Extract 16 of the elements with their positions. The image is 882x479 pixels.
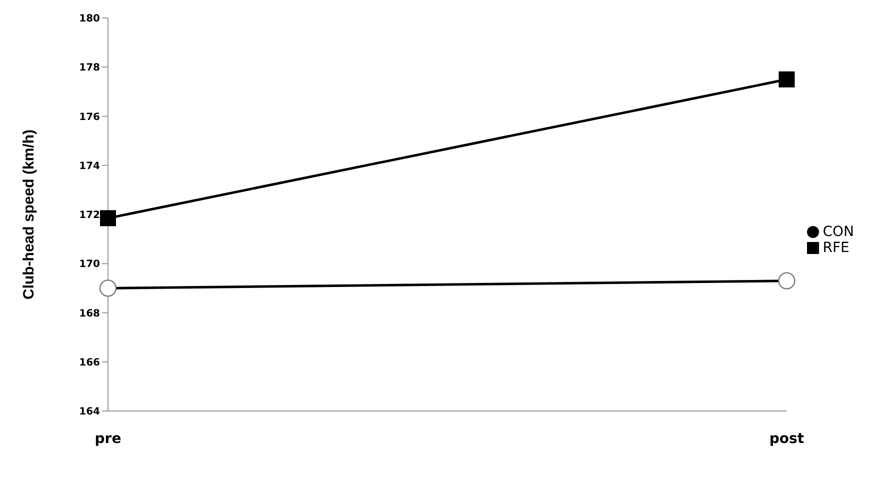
y-tick-label: 168 bbox=[79, 308, 100, 320]
y-tick-label: 178 bbox=[79, 62, 100, 74]
legend-label: RFE bbox=[822, 240, 850, 256]
legend-label: CON bbox=[822, 224, 854, 240]
y-tick-label: 176 bbox=[79, 112, 100, 123]
y-tick-label: 166 bbox=[79, 357, 100, 368]
x-tick-label: pre bbox=[94, 430, 122, 447]
y-tick-label: 174 bbox=[79, 160, 100, 172]
point bbox=[778, 71, 795, 88]
y-tick-label: 180 bbox=[79, 14, 100, 25]
y-tick-label: 170 bbox=[79, 259, 100, 270]
y-axis-title: Club-head speed (km/h) bbox=[20, 129, 38, 300]
point bbox=[100, 210, 116, 226]
y-tick-label: 164 bbox=[79, 406, 100, 418]
x-tick-label: post bbox=[769, 430, 804, 447]
y-tick-label: 172 bbox=[79, 210, 100, 222]
